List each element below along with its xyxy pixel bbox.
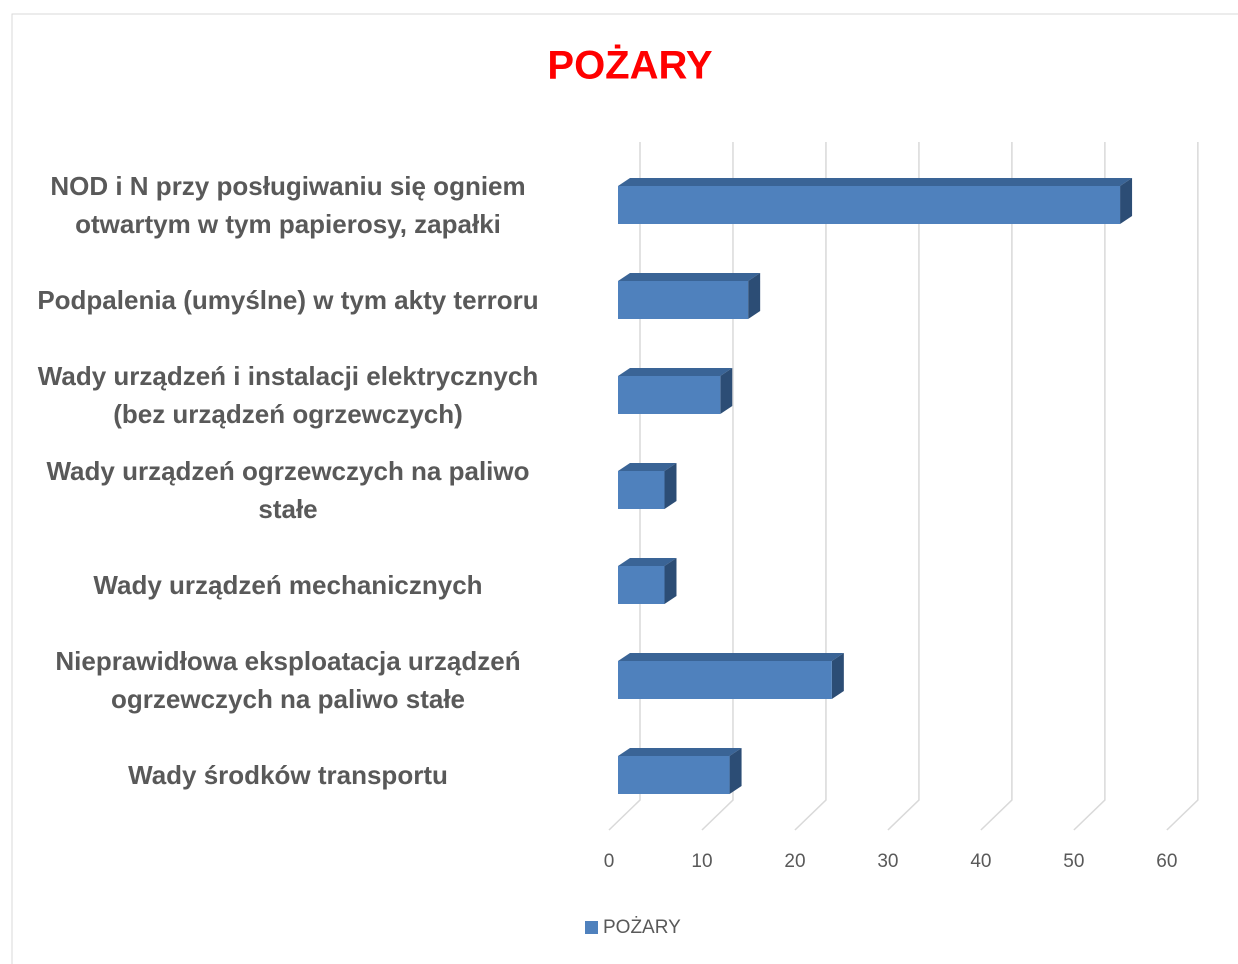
bar-side (831, 653, 844, 699)
bar-side (748, 273, 761, 319)
bar (618, 471, 665, 509)
y-tick-label: NOD i N przy posługiwaniu się ogniem otw… (50, 171, 526, 239)
chart-title: POŻARY (547, 44, 713, 88)
bar (618, 281, 749, 319)
bar-top (618, 463, 677, 471)
bar-side (664, 558, 677, 604)
bar-top (618, 273, 761, 281)
grid-line (608, 142, 641, 831)
bar-side (729, 748, 742, 794)
grid-line (701, 142, 734, 831)
bar (618, 566, 665, 604)
y-tick-label: Wady urządzeń i instalacji elektrycznych… (37, 361, 539, 429)
legend-label: POŻARY (603, 917, 681, 938)
grid-line (1166, 142, 1199, 831)
grid-line (887, 142, 920, 831)
x-tick-label: 20 (784, 851, 805, 872)
bar (618, 661, 832, 699)
grid-line (794, 142, 827, 831)
bar-side (720, 368, 733, 414)
bar-top (618, 653, 844, 661)
grid-line (980, 142, 1013, 831)
bar-top (618, 368, 733, 376)
x-tick-label: 40 (970, 851, 991, 872)
y-tick-label: Wady urządzeń mechanicznych (93, 570, 483, 600)
grid-line (1073, 142, 1106, 831)
x-tick-label: 50 (1063, 851, 1084, 872)
y-tick-label: Wady urządzeń ogrzewczych na paliwo stał… (46, 456, 530, 524)
bar-top (618, 178, 1133, 186)
x-tick-label: 0 (604, 851, 615, 872)
x-tick-label: 10 (691, 851, 712, 872)
y-tick-label: Podpalenia (umyślne) w tym akty terroru (37, 285, 539, 315)
x-tick-label: 60 (1156, 851, 1177, 872)
y-tick-label: Wady środków transportu (128, 760, 448, 790)
bar (618, 376, 721, 414)
y-tick-label: Nieprawidłowa eksploatacja urządzeń ogrz… (55, 646, 521, 714)
bar-top (618, 558, 677, 566)
bar-side (1120, 178, 1133, 224)
bar (618, 756, 730, 794)
bar-top (618, 748, 742, 756)
legend-swatch (585, 921, 598, 934)
x-tick-label: 30 (877, 851, 898, 872)
bar (618, 186, 1121, 224)
bar-side (664, 463, 677, 509)
